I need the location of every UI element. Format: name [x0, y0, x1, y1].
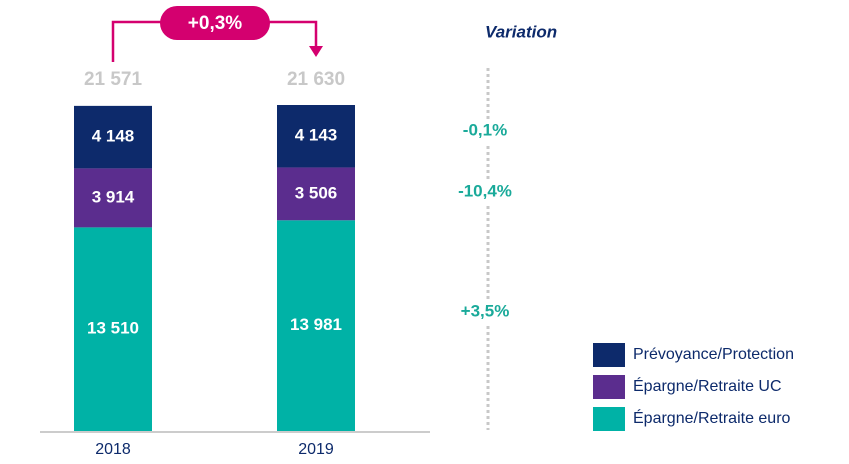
value-label: 3 506: [295, 183, 338, 202]
variation-label: -10,4%: [458, 181, 512, 200]
variation-label: -0,1%: [463, 120, 507, 139]
growth-pill: [160, 6, 270, 40]
growth-label: +0,3%: [188, 13, 243, 34]
value-label: 13 510: [87, 319, 139, 338]
legend-swatch: [593, 407, 625, 431]
value-label: 4 148: [92, 127, 135, 146]
total-label: 21 571: [84, 69, 143, 90]
x-tick-label: 2019: [298, 441, 334, 458]
bar-segment: [277, 167, 355, 221]
legend-label: Épargne/Retraite euro: [633, 408, 791, 427]
bar-segment: [74, 168, 152, 228]
x-tick-label: 2018: [95, 441, 131, 458]
legend-swatch: [593, 375, 625, 399]
variation-label: +3,5%: [461, 301, 510, 320]
label-bg: [448, 119, 528, 143]
label-bg: [448, 300, 528, 324]
arrow-head: [309, 46, 323, 57]
bar-segment: [74, 105, 152, 169]
label-bg: [448, 180, 528, 204]
bar-segment: [74, 227, 152, 431]
legend-label: Épargne/Retraite UC: [633, 376, 782, 395]
bar-segment: [277, 220, 355, 431]
value-label: 13 981: [290, 315, 342, 334]
variation-title: Variation: [485, 22, 557, 41]
value-label: 4 143: [295, 126, 338, 145]
bar-segment: [277, 105, 355, 168]
total-label: 21 630: [287, 69, 345, 90]
value-label: 3 914: [92, 187, 135, 206]
legend-label: Prévoyance/Protection: [633, 346, 794, 363]
legend-swatch: [593, 343, 625, 367]
